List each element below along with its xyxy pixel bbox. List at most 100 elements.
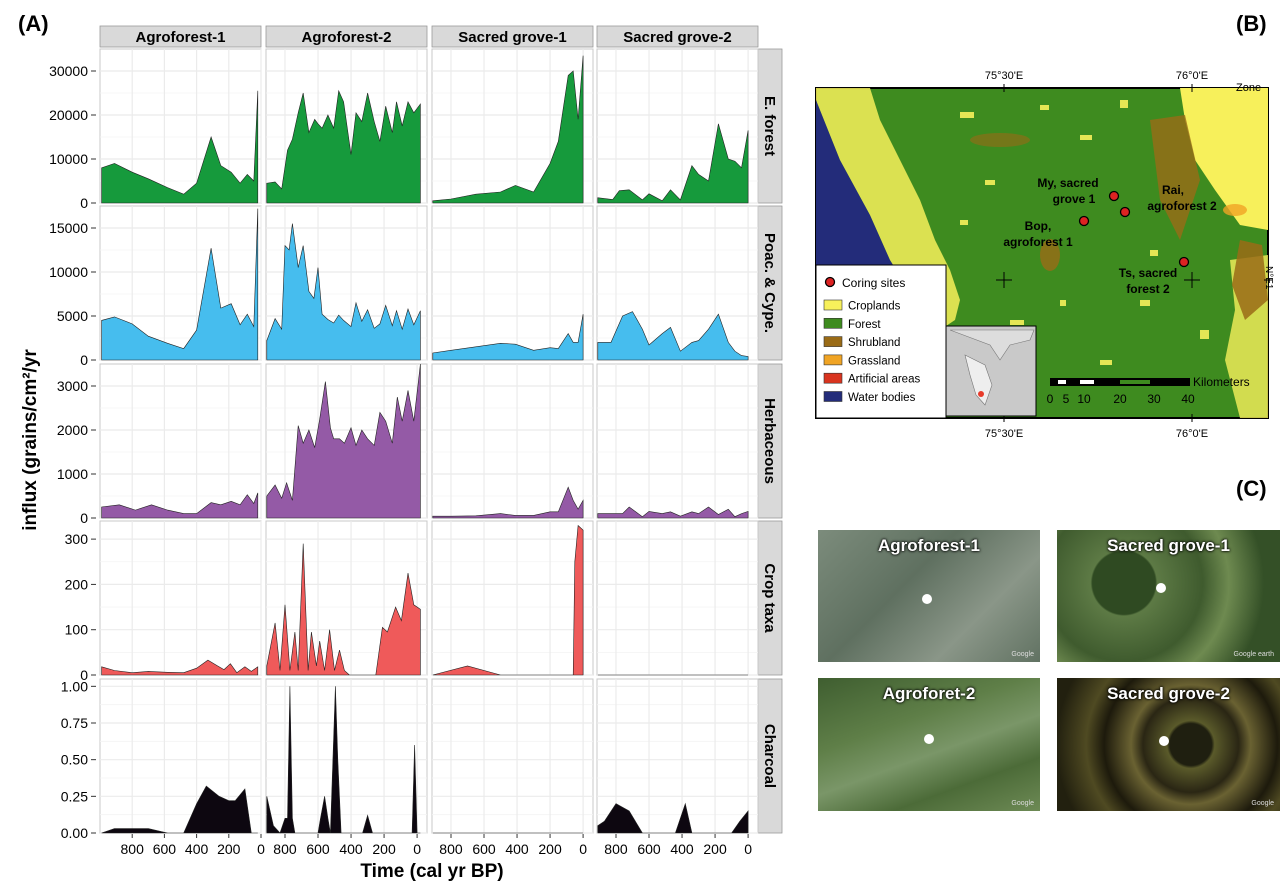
google-credit: Google: [1011, 651, 1034, 658]
series-area: [597, 802, 749, 834]
panel-label-a: (A): [18, 11, 49, 36]
panel-background: [431, 520, 594, 676]
facet-panel: [431, 205, 594, 361]
facet-strip-column: [431, 25, 594, 48]
facet-panel: [431, 48, 594, 204]
map-bottom-label-1: 75°30'E: [985, 428, 1023, 440]
site-dot: [1159, 736, 1169, 746]
x-tick-label: 200: [217, 841, 241, 857]
legend-label: Forest: [848, 319, 881, 331]
x-tick-label: 800: [439, 841, 463, 857]
series-area: [266, 543, 421, 676]
series-area: [597, 506, 749, 519]
legend-label: Shrubland: [848, 337, 900, 349]
series-area: [101, 208, 259, 361]
panel-background: [431, 205, 594, 361]
legend-label: Artificial areas: [848, 374, 920, 386]
facet-column-label: Agroforest-2: [301, 29, 391, 46]
photo-sacred-grove-1: Sacred grove-1 Google earth: [1057, 530, 1280, 662]
series-area: [266, 223, 421, 361]
facet-strip-row: [757, 205, 783, 361]
map-legend: Coring sites Croplands Forest Shrubland Gra…: [815, 264, 947, 419]
series-area: [101, 785, 258, 834]
legend-swatch: [823, 372, 843, 384]
facet-panel: [265, 48, 428, 204]
photo-agroforest-2: Agroforet-2 Google: [818, 678, 1040, 811]
x-tick-label: 400: [339, 841, 363, 857]
facet-column-label: Sacred grove-1: [458, 29, 566, 46]
panel-background: [431, 678, 594, 834]
facet-column-label: Agroforest-1: [135, 29, 225, 46]
facet-panel: [596, 520, 759, 676]
panel-background: [596, 363, 759, 519]
y-tick-label: 0.50: [61, 752, 88, 768]
series-area: [432, 524, 584, 676]
svg-text:Rai,: Rai,: [1162, 183, 1184, 197]
legend-label: Grassland: [848, 355, 900, 367]
coring-site-my: My, sacred grove 1: [1037, 176, 1120, 206]
svg-text:grove 1: grove 1: [1053, 192, 1096, 206]
coring-site-rai: Rai, agroforest 2: [1119, 183, 1217, 218]
facet-chart: Agroforest-1 Agroforest-2 Sacred grove-1 Sa…: [49, 25, 783, 857]
facet-panel: [265, 678, 428, 834]
y-tick-label: 0: [80, 352, 88, 368]
svg-text:forest 2: forest 2: [1126, 282, 1170, 296]
x-tick-label: 0: [579, 841, 587, 857]
y-tick-label: 1000: [57, 466, 88, 482]
y-tick-label: 30000: [49, 63, 88, 79]
x-tick-label: 200: [538, 841, 562, 857]
series-area: [266, 686, 421, 834]
y-tick-label: 3000: [57, 378, 88, 394]
x-tick-label: 400: [505, 841, 529, 857]
x-tick-label: 400: [670, 841, 694, 857]
x-tick-label: 200: [703, 841, 727, 857]
facet-panel: [431, 678, 594, 834]
map-shrubland-3: [1040, 239, 1060, 271]
x-tick-label: 800: [604, 841, 628, 857]
x-tick-label: 600: [472, 841, 496, 857]
y-tick-label: 0.25: [61, 788, 88, 804]
panel-label-b: (B): [1236, 11, 1267, 36]
series-area: [597, 311, 749, 361]
svg-text:My, sacred: My, sacred: [1037, 176, 1098, 190]
coring-site-bop: Bop, agroforest 1: [1003, 215, 1090, 249]
google-credit: Google earth: [1233, 651, 1274, 658]
x-tick-label: 0: [744, 841, 752, 857]
map-graticule: [996, 84, 1272, 422]
svg-text:20: 20: [1113, 392, 1127, 406]
svg-text:agroforest 1: agroforest 1: [1003, 235, 1073, 249]
facet-row-label: Herbaceous: [761, 398, 778, 484]
photo-sacred-grove-2: Sacred grove-2 Google: [1057, 678, 1280, 811]
facet-strip-column: [99, 25, 262, 48]
svg-text:agroforest 2: agroforest 2: [1147, 199, 1217, 213]
legend-swatch: [823, 317, 843, 329]
x-tick-label: 800: [121, 841, 145, 857]
site-dot: [1156, 583, 1166, 593]
site-dot: [922, 594, 932, 604]
facet-panel: [99, 48, 262, 204]
x-tick-label: 600: [637, 841, 661, 857]
panel-background: [99, 363, 262, 519]
map-right-label: N°E1: [1263, 266, 1274, 290]
facet-panel: [265, 205, 428, 361]
map-shrubland-2: [1232, 240, 1268, 320]
svg-text:Bop,: Bop,: [1025, 219, 1052, 233]
svg-text:30: 30: [1147, 392, 1161, 406]
facet-strip-row: [757, 678, 783, 834]
map-top-label-2: 76°0'E: [1176, 70, 1208, 82]
facet-row-label: E. forest: [761, 96, 778, 156]
facet-strip-row: [757, 520, 783, 676]
panel-background: [99, 520, 262, 676]
svg-text:Ts, sacred: Ts, sacred: [1119, 266, 1177, 280]
x-tick-label: 400: [185, 841, 209, 857]
series-area: [432, 55, 584, 204]
map-top-right-label: Zone: [1236, 82, 1261, 94]
google-credit: Google: [1251, 800, 1274, 807]
map-shrubland-4: [970, 133, 1030, 147]
facet-panel: [596, 48, 759, 204]
map-speckles: [960, 100, 1209, 365]
coring-site-ts: Ts, sacred forest 2: [1119, 256, 1190, 296]
y-tick-label: 0.00: [61, 825, 88, 841]
series-area: [101, 90, 259, 204]
